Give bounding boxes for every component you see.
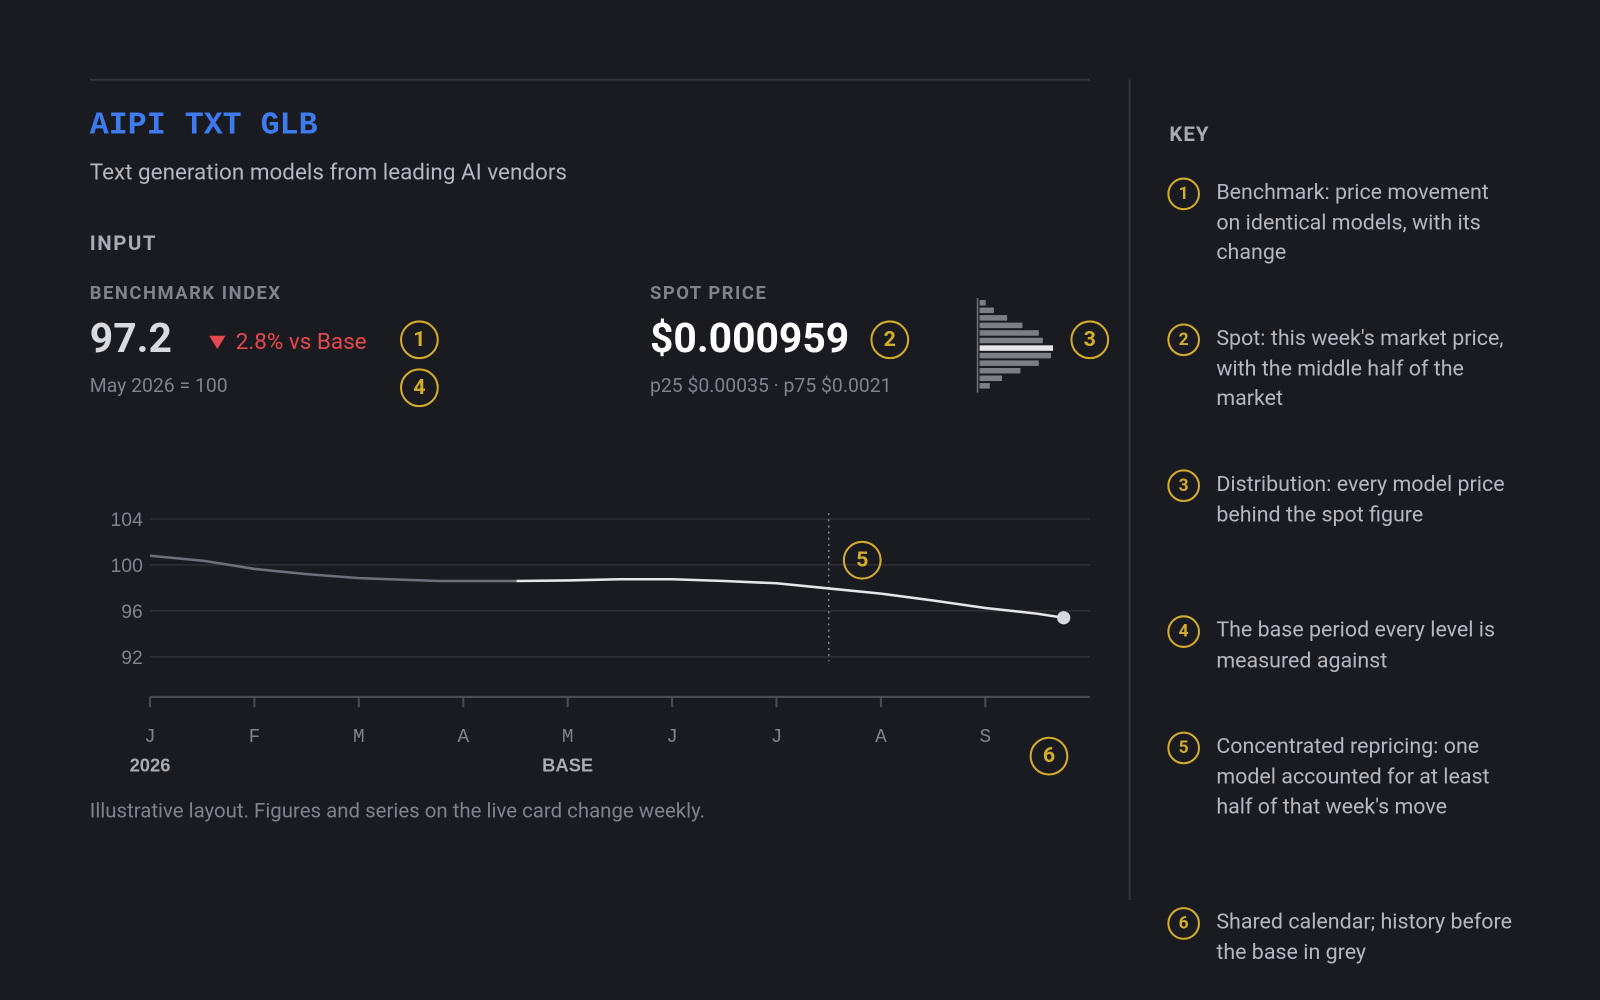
x-tick-label: J — [666, 726, 678, 748]
y-tick-label: 96 — [121, 601, 143, 623]
hist-bar — [979, 330, 1039, 336]
hist-bar — [979, 345, 1054, 351]
callout-badge: 5 — [842, 540, 882, 580]
spot-value: $0.000959 — [649, 314, 850, 363]
callout-badge: 2 — [870, 320, 910, 360]
key-title: KEY — [1169, 121, 1210, 146]
section-label: INPUT — [89, 230, 158, 256]
down-triangle — [209, 335, 226, 349]
hist-bar — [979, 322, 1023, 329]
period-label: BASE — [542, 754, 593, 775]
series-line — [516, 577, 1064, 619]
period-label: 2026 — [130, 754, 171, 775]
x-tick-label: J — [771, 726, 783, 748]
callout-badge: 1 — [399, 320, 439, 360]
callout-badge: 3 — [1070, 320, 1110, 360]
y-tick-label: 92 — [121, 647, 143, 669]
y-tick-label: 104 — [111, 509, 144, 531]
key-text: Spot: this week's market price, with the… — [1216, 326, 1504, 412]
base-note: May 2026 = 100 — [89, 373, 228, 397]
key-text: Benchmark: price movement on identical m… — [1216, 180, 1489, 266]
benchmark-value: 97.2 — [89, 314, 172, 363]
x-tick-label: J — [144, 726, 156, 748]
x-tick-label: A — [875, 726, 887, 748]
hist-bar — [979, 299, 986, 306]
hist-bar — [979, 375, 1003, 382]
benchmark-label: BENCHMARK INDEX — [89, 282, 282, 305]
hist-bar — [979, 383, 990, 389]
subtitle: Text generation models from leading AI v… — [89, 160, 568, 186]
hist-bar — [979, 307, 994, 314]
x-tick-label: A — [457, 726, 469, 748]
key-badge: 2 — [1167, 323, 1200, 357]
key-badge: 4 — [1167, 615, 1200, 648]
key-text: The base period every level is measured … — [1216, 618, 1496, 673]
spot-label: SPOT PRICE — [649, 282, 768, 305]
hist-bar — [979, 337, 1043, 344]
hist-bar — [979, 367, 1021, 374]
x-tick-label: F — [249, 726, 261, 748]
x-tick-label: M — [562, 726, 574, 748]
hist-bar — [979, 360, 1039, 366]
end-dot — [1057, 611, 1071, 625]
callout-badge: 4 — [399, 368, 439, 408]
hist-bar — [979, 315, 1008, 321]
y-tick-label: 100 — [111, 555, 144, 577]
key-badge: 1 — [1167, 177, 1200, 211]
benchmark-change: 2.8% vs Base — [235, 329, 367, 356]
key-badge: 3 — [1167, 469, 1200, 503]
title: AIPI TXT GLB — [89, 108, 318, 144]
key-text: Shared calendar; history before the base… — [1216, 910, 1512, 965]
key-badge: 6 — [1167, 907, 1200, 940]
key-text: Concentrated repricing: one model accoun… — [1216, 734, 1490, 820]
spot-range: p25 $0.00035 · p75 $0.0021 — [649, 373, 892, 397]
x-tick-label: S — [980, 726, 992, 748]
footnote: Illustrative layout. Figures and series … — [89, 797, 706, 823]
series-line — [149, 554, 517, 583]
hist-bar — [979, 352, 1052, 359]
x-tick-label: M — [353, 726, 365, 748]
key-badge: 5 — [1167, 731, 1200, 765]
key-text: Distribution: every model price behind t… — [1216, 472, 1505, 528]
callout-badge: 6 — [1029, 736, 1069, 776]
